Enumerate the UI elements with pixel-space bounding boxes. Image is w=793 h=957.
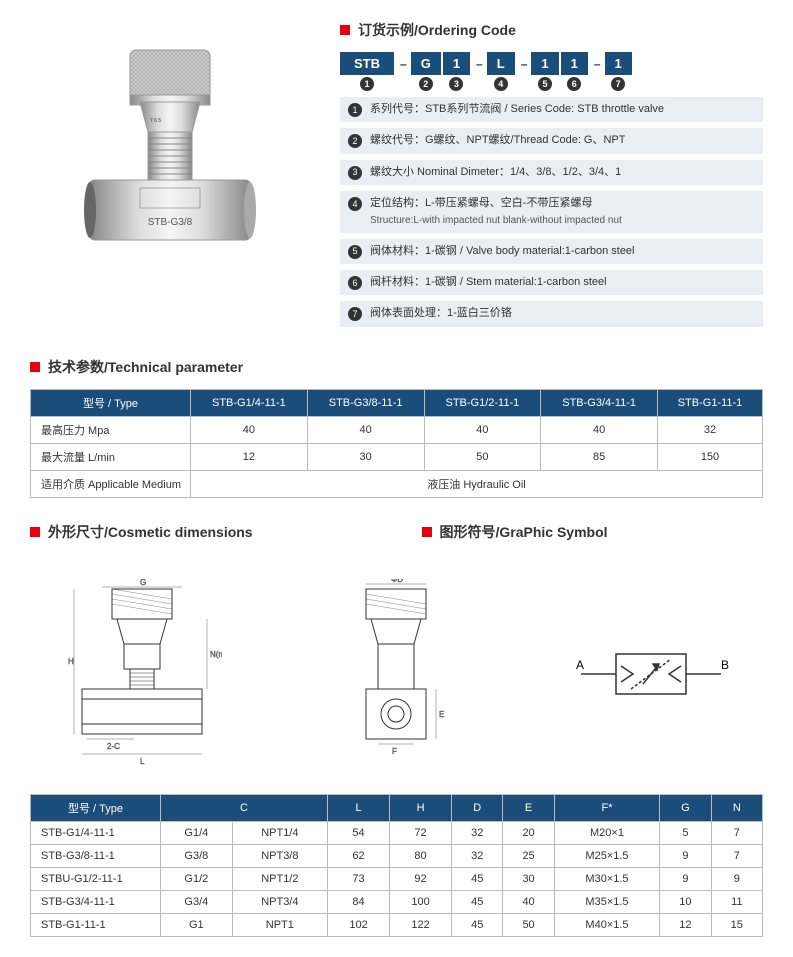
product-photo: 7 6 5 STB-G3/8: [30, 20, 310, 320]
symbol-title: 图形符号/GraPhic Symbol: [422, 522, 764, 542]
svg-text:E: E: [439, 710, 444, 719]
svg-text:A: A: [576, 658, 584, 672]
ordering-code: STB1–G213–L4–1516–17: [340, 52, 763, 75]
svg-text:B: B: [721, 658, 729, 672]
ordering-title: 订货示例/Ordering Code: [340, 20, 763, 40]
code-part-7: 17: [605, 52, 632, 75]
legend-item: 3螺纹大小 Nominal Dimeter：1/4、3/8、1/2、3/4、1: [340, 160, 763, 185]
technical-title: 技术参数/Technical parameter: [30, 357, 763, 377]
svg-text:7 6 5: 7 6 5: [150, 118, 161, 124]
code-part-3: 13: [443, 52, 470, 75]
code-part-1: STB1: [340, 52, 394, 75]
code-part-6: 16: [561, 52, 588, 75]
legend-item: 5阀体材料：1-碳钢 / Valve body material:1-carbo…: [340, 239, 763, 264]
svg-text:G: G: [140, 579, 146, 587]
ordering-legend: 1系列代号：STB系列节流阀 / Series Code: STB thrott…: [340, 97, 763, 327]
legend-item: 6阀杆材料：1-碳钢 / Stem material:1-carbon stee…: [340, 270, 763, 295]
svg-text:F: F: [392, 747, 397, 756]
dimension-drawing-side: ΦD E F: [284, 574, 508, 774]
technical-table: 型号 / TypeSTB-G1/4-11-1STB-G3/8-11-1STB-G…: [30, 389, 763, 498]
svg-text:STB-G3/8: STB-G3/8: [148, 217, 193, 228]
svg-text:N(max): N(max): [210, 650, 222, 659]
dimensions-title: 外形尺寸/Cosmetic dimensions: [30, 522, 372, 542]
dimensions-table: 型号 / TypeCLHDEF*GN STB-G1/4-11-1G1/4NPT1…: [30, 794, 763, 937]
graphic-symbol: A B: [539, 574, 763, 774]
code-part-4: L4: [487, 52, 515, 75]
svg-text:L: L: [140, 757, 145, 766]
code-part-2: G2: [411, 52, 441, 75]
svg-text:H: H: [68, 657, 74, 666]
dimension-drawing-front: H G N(max) 2-C L: [30, 574, 254, 774]
legend-item: 7阀体表面处理：1-蓝白三价铬: [340, 301, 763, 326]
svg-text:2-C: 2-C: [107, 742, 120, 751]
legend-item: 2螺纹代号：G螺纹、NPT螺纹/Thread Code: G、NPT: [340, 128, 763, 153]
legend-item: 4定位结构：L-带压紧螺母、空白-不带压紧螺母Structure:L-with …: [340, 191, 763, 232]
legend-item: 1系列代号：STB系列节流阀 / Series Code: STB thrott…: [340, 97, 763, 122]
svg-text:ΦD: ΦD: [391, 579, 403, 584]
code-part-5: 15: [531, 52, 558, 75]
